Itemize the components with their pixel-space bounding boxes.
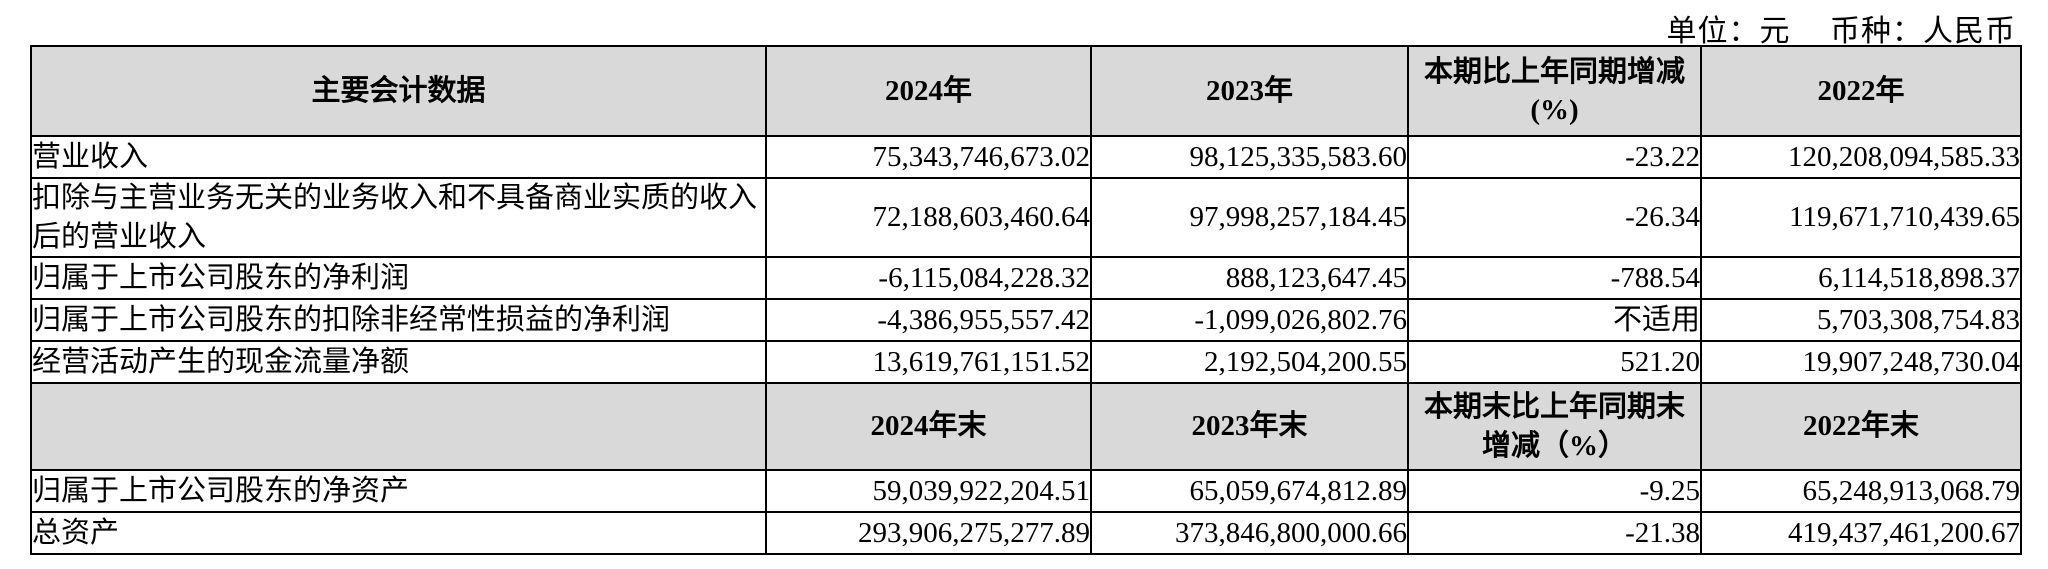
value-2023: 373,846,800,000.66	[1090, 511, 1409, 555]
value-2024: 75,343,746,673.02	[765, 135, 1092, 179]
value-2023: 888,123,647.45	[1090, 256, 1409, 300]
value-change: -9.25	[1407, 469, 1702, 513]
metric-label: 营业收入	[30, 135, 767, 179]
value-2022: 6,114,518,898.37	[1700, 256, 2022, 300]
value-2022: 419,437,461,200.67	[1700, 511, 2022, 555]
metric-label: 归属于上市公司股东的净利润	[30, 256, 767, 300]
value-2024: -4,386,955,557.42	[765, 298, 1092, 342]
value-2023: 2,192,504,200.55	[1090, 340, 1409, 384]
metric-label: 归属于上市公司股东的扣除非经常性损益的净利润	[30, 298, 767, 342]
value-2024: -6,115,084,228.32	[765, 256, 1092, 300]
value-change: -21.38	[1407, 511, 1702, 555]
value-2024: 59,039,922,204.51	[765, 469, 1092, 513]
header-metric: 主要会计数据	[30, 45, 767, 137]
annual-header-row: 主要会计数据 2024年 2023年 本期比上年同期增减 (%) 2022年	[30, 45, 2022, 137]
table-row-net-assets: 归属于上市公司股东的净资产 59,039,922,204.51 65,059,6…	[30, 469, 2022, 513]
header-change-end-line1: 本期末比上年同期末	[1423, 391, 1685, 424]
header-change-line2: (%)	[1530, 94, 1579, 126]
value-2022: 119,671,710,439.65	[1700, 177, 2022, 258]
header-change-line1: 本期比上年同期增减	[1423, 55, 1685, 88]
value-2024: 13,619,761,151.52	[765, 340, 1092, 384]
table-row-net-profit: 归属于上市公司股东的净利润 -6,115,084,228.32 888,123,…	[30, 256, 2022, 300]
header-2024-end: 2024年末	[765, 382, 1092, 471]
header-2022-end: 2022年末	[1700, 382, 2022, 471]
value-change: -26.34	[1407, 177, 1702, 258]
value-change: -788.54	[1407, 256, 1702, 300]
metric-label: 扣除与主营业务无关的业务收入和不具备商业实质的收入后的营业收入	[30, 177, 767, 258]
value-2023: -1,099,026,802.76	[1090, 298, 1409, 342]
metric-label: 经营活动产生的现金流量净额	[30, 340, 767, 384]
key-accounting-data-table: 主要会计数据 2024年 2023年 本期比上年同期增减 (%) 2022年 营…	[30, 45, 2022, 555]
value-2022: 120,208,094,585.33	[1700, 135, 2022, 179]
value-change: -23.22	[1407, 135, 1702, 179]
value-2024: 72,188,603,460.64	[765, 177, 1092, 258]
value-2023: 97,998,257,184.45	[1090, 177, 1409, 258]
table-row-operating-revenue: 营业收入 75,343,746,673.02 98,125,335,583.60…	[30, 135, 2022, 179]
value-2023: 98,125,335,583.60	[1090, 135, 1409, 179]
unit-currency-note: 单位：元 币种：人民币	[1666, 15, 2016, 48]
header-2023: 2023年	[1090, 45, 1409, 137]
metric-label: 总资产	[30, 511, 767, 555]
table-row-net-profit-excl-nonrecurring: 归属于上市公司股东的扣除非经常性损益的净利润 -4,386,955,557.42…	[30, 298, 2022, 342]
header-2023-end: 2023年末	[1090, 382, 1409, 471]
value-2023: 65,059,674,812.89	[1090, 469, 1409, 513]
header-change-end: 本期末比上年同期末 增减（%）	[1407, 382, 1702, 471]
value-2024: 293,906,275,277.89	[765, 511, 1092, 555]
header-2024: 2024年	[765, 45, 1092, 137]
table-row-adjusted-revenue: 扣除与主营业务无关的业务收入和不具备商业实质的收入后的营业收入 72,188,6…	[30, 177, 2022, 258]
header-change-end-line2: 增减（%）	[1481, 429, 1627, 462]
value-change: 不适用	[1407, 298, 1702, 342]
value-2022: 19,907,248,730.04	[1700, 340, 2022, 384]
metric-label: 归属于上市公司股东的净资产	[30, 469, 767, 513]
header-change: 本期比上年同期增减 (%)	[1407, 45, 1702, 137]
header-2022: 2022年	[1700, 45, 2022, 137]
value-2022: 65,248,913,068.79	[1700, 469, 2022, 513]
header-metric-empty	[30, 382, 767, 471]
value-2022: 5,703,308,754.83	[1700, 298, 2022, 342]
period-end-header-row: 2024年末 2023年末 本期末比上年同期末 增减（%） 2022年末	[30, 382, 2022, 471]
table-row-total-assets: 总资产 293,906,275,277.89 373,846,800,000.6…	[30, 511, 2022, 555]
table-row-operating-cash-flow: 经营活动产生的现金流量净额 13,619,761,151.52 2,192,50…	[30, 340, 2022, 384]
value-change: 521.20	[1407, 340, 1702, 384]
